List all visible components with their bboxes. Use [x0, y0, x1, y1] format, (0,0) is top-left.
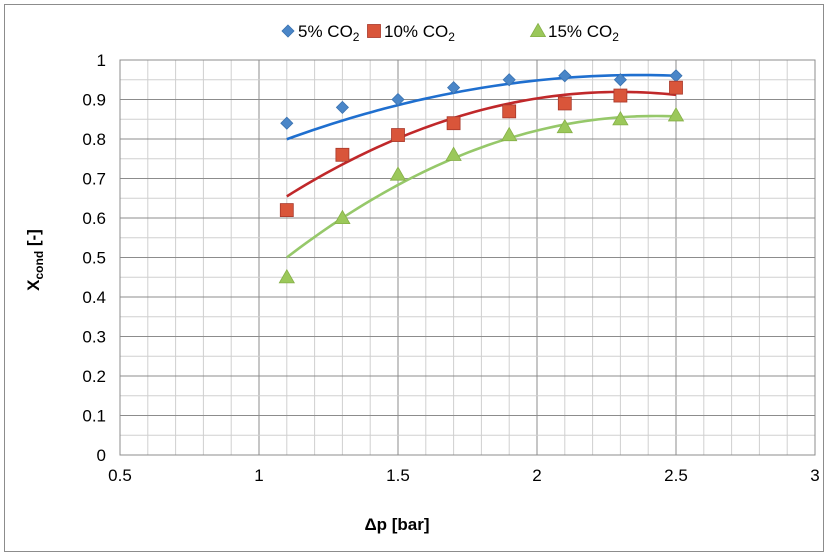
x-axis-title: Δp [bar]: [364, 515, 429, 534]
y-tick-label: 0.6: [82, 209, 106, 228]
legend-label-main: 15% CO: [548, 22, 612, 41]
y-axis-title: Xcond [-]: [24, 229, 46, 291]
grid: [119, 59, 816, 456]
data-point-series-3: [612, 110, 629, 126]
y-tick-label: 0.8: [82, 130, 106, 149]
data-point-series-2: [391, 128, 405, 142]
y-tick-label: 0.9: [82, 91, 106, 110]
data-point-series-2: [669, 80, 683, 95]
data-point-series-2: [335, 147, 350, 162]
y-tick-label: 0.3: [82, 328, 106, 347]
trendline-series-3: [286, 114, 677, 259]
trendline-series-2: [286, 90, 677, 198]
data-points: [278, 69, 685, 284]
data-point-series-3: [334, 209, 351, 225]
y-tick-label: 0: [97, 446, 106, 465]
data-point-series-3: [445, 146, 462, 161]
y-tick-label: 0.5: [82, 249, 106, 268]
y-tick-label: 1: [97, 51, 106, 70]
legend-label-sub: 2: [448, 30, 455, 44]
x-tick-label: 2: [532, 466, 541, 485]
data-point-series-2: [613, 88, 628, 103]
data-point-series-2: [446, 116, 461, 131]
y-tick-label: 0.1: [82, 407, 106, 426]
y-tick-label: 0.2: [82, 367, 106, 386]
x-tick-label: 1.5: [386, 466, 410, 485]
legend: 5% CO2 10% CO2 15% CO2: [281, 22, 619, 44]
legend-marker-2: [367, 24, 381, 38]
legend-label-2: 10% CO2: [384, 22, 455, 44]
legend-label-sub: 2: [612, 30, 619, 44]
data-point-series-3: [389, 166, 407, 181]
legend-label-main: 10% CO: [384, 22, 448, 41]
data-point-series-2: [279, 203, 294, 218]
plot-area-border: [119, 59, 816, 456]
data-point-series-1: [558, 69, 572, 83]
legend-label-sub: 2: [353, 30, 360, 44]
y-axis-title-sub: cond: [32, 251, 46, 280]
legend-marker-3: [529, 22, 547, 38]
x-tick-label: 0.5: [108, 466, 132, 485]
data-point-series-1: [280, 116, 294, 130]
trendline-series-1: [286, 73, 677, 141]
data-point-series-3: [556, 118, 573, 134]
data-point-series-2: [502, 104, 517, 119]
x-axis-ticks: 0.5 1 1.5 2 2.5 3: [108, 466, 820, 485]
legend-label-3: 15% CO2: [548, 22, 619, 44]
chart-frame: [4, 4, 824, 552]
legend-marker-1: [281, 24, 295, 38]
data-point-series-1: [335, 100, 349, 114]
legend-label-main: 5% CO: [298, 22, 353, 41]
data-point-series-1: [391, 92, 405, 107]
data-point-series-3: [278, 268, 295, 284]
y-axis-ticks: 0 0.1 0.2 0.3 0.4 0.5 0.6 0.7 0.8 0.9 1: [82, 51, 106, 465]
data-point-series-1: [613, 73, 627, 87]
y-tick-label: 0.7: [82, 170, 106, 189]
y-tick-label: 0.4: [82, 288, 106, 307]
x-tick-label: 2.5: [664, 466, 688, 485]
data-point-series-1: [447, 81, 461, 95]
data-point-series-2: [557, 96, 572, 111]
y-axis-title-main: X: [24, 279, 43, 291]
x-tick-label: 1: [254, 466, 263, 485]
data-point-series-1: [502, 73, 516, 87]
plot-area: [119, 59, 816, 456]
legend-label-1: 5% CO2: [298, 22, 360, 44]
y-axis-title-suffix: [-]: [24, 229, 43, 251]
trendlines: [286, 73, 677, 259]
data-point-series-3: [667, 106, 685, 122]
data-point-series-3: [501, 126, 518, 142]
x-tick-label: 3: [810, 466, 819, 485]
